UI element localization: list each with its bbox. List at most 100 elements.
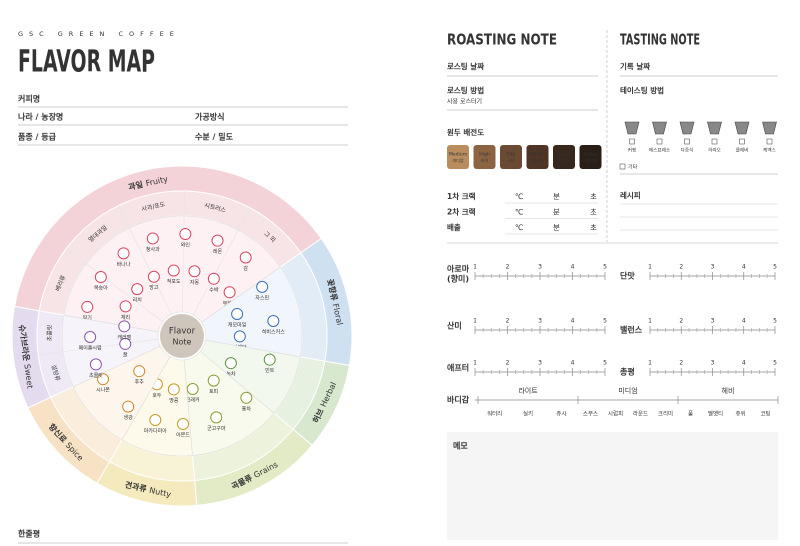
body-level: 라이트 (518, 386, 538, 395)
method-checkbox (684, 138, 690, 145)
flavor-icon (167, 383, 180, 396)
scale-tick-label: 4 (571, 360, 575, 367)
flavor-label: 바나나 (117, 261, 131, 268)
field-note: 사용 로스터기 (447, 98, 482, 106)
scale-tick-label: 5 (603, 318, 607, 325)
flavor-label: 감 (243, 265, 248, 272)
flavor-icon (186, 383, 199, 396)
unit: ℃ (515, 192, 523, 201)
field-label: 배출 (447, 222, 461, 232)
memo-box (447, 432, 778, 540)
body-label: 바디감 (447, 395, 470, 405)
brand: GSC GREEN COFFEE (18, 30, 180, 38)
scale-tick-label: 2 (679, 318, 683, 325)
body-descriptor: 쥬위 (735, 410, 745, 418)
flavor-label: 후추 (135, 380, 145, 386)
flavor-icon (188, 265, 201, 278)
roast-ko: 프렌치 (558, 157, 569, 163)
flavor-label: 레몬 (213, 248, 223, 255)
body-descriptor: 워터리 (487, 410, 502, 418)
unit: ℃ (515, 208, 523, 217)
other-checkbox (619, 163, 626, 170)
scale-tick-label: 3 (538, 264, 542, 271)
roast-ko: 이탈리안 (583, 157, 598, 163)
page-title: FLAVOR MAP (18, 45, 155, 80)
roast-name: Italian (583, 152, 597, 158)
level-bg (510, 386, 546, 396)
center-label: Flavor (169, 327, 196, 337)
body-level: 헤비 (722, 386, 735, 395)
unit: 분 (553, 208, 560, 217)
flavor-label: 청사과 (146, 246, 160, 253)
flavor-label: 리치 (133, 297, 142, 304)
flavor-label: 생강 (124, 414, 134, 421)
body-descriptor: 코팅 (760, 411, 770, 418)
unit: 초 (590, 208, 597, 217)
body-descriptor: 쥬시 (556, 411, 566, 418)
body-descriptor: 스무스 (583, 411, 598, 418)
scale-tick-label: 3 (538, 360, 542, 367)
scale-tick-label: 2 (506, 264, 510, 271)
flavor-icon (147, 270, 160, 283)
field-label: 품종 / 등급 (18, 133, 57, 142)
scale-tick-label: 5 (603, 264, 607, 271)
field-label: 로스팅 방법 (447, 85, 484, 95)
flavor-icon (146, 232, 159, 245)
flavor-label: 초콜릿 (89, 372, 103, 379)
wheel-center (160, 314, 204, 358)
flavor-label: 와인 (181, 242, 191, 249)
method-label: 커핑 (628, 147, 636, 154)
flavor-label: 민트 (265, 367, 275, 374)
method-icon (624, 121, 640, 135)
category-area (201, 266, 303, 358)
score-label: 단맛 (620, 271, 635, 281)
rule (38, 338, 159, 356)
flavor-label: 녹차 (226, 371, 236, 378)
roast-swatch (500, 145, 522, 169)
scale-tick-label: 1 (473, 360, 477, 367)
roast-swatch (526, 145, 549, 169)
method-label: 하리오 (708, 147, 721, 154)
section-title: TASTING NOTE (620, 31, 700, 49)
score-label: (향미) (447, 274, 469, 284)
method-label: 다중식 (681, 147, 694, 154)
flavor-label: 메이플시럽 (79, 345, 102, 352)
flavor-icon (211, 234, 224, 247)
scale-tick-label: 4 (742, 360, 746, 367)
field-label: 기록 날짜 (620, 61, 650, 71)
level-bg (610, 386, 646, 396)
flavor-icon (149, 414, 162, 427)
score-label: 아로마 (447, 264, 470, 274)
field-label: 1차 크랙 (447, 191, 476, 201)
field-label: 테이스팅 방법 (620, 85, 664, 95)
rule (192, 207, 251, 315)
other-label: 기타 (628, 164, 638, 171)
scale-tick-label: 2 (679, 360, 683, 367)
body-descriptor: 크리미 (658, 410, 673, 418)
scale-tick-label: 4 (571, 264, 575, 271)
level-bg (710, 386, 746, 396)
flavor-icon (167, 264, 180, 277)
roast-ko: 풀시티 (532, 157, 543, 163)
flavor-label: 체리 (121, 314, 130, 321)
flavor-icon (177, 417, 190, 430)
body-descriptor: 풀 (688, 411, 693, 418)
roast-ko: 하이 (481, 157, 489, 163)
scale-tick-label: 5 (773, 318, 777, 325)
scale-tick-label: 2 (679, 264, 683, 271)
unit: 분 (553, 223, 560, 232)
flavor-icon (263, 353, 276, 366)
flavor-label: 홍차 (242, 405, 252, 412)
scale-tick-label: 2 (506, 360, 510, 367)
roast-swatch (473, 145, 496, 169)
scale-tick-label: 3 (711, 264, 715, 271)
unit: ℃ (515, 223, 523, 232)
flavor-label: 복숭아 (94, 285, 108, 292)
field-label: 원두 배전도 (447, 127, 484, 137)
flavor-icon (233, 330, 246, 343)
scale-tick-label: 5 (773, 360, 777, 367)
scale-tick-label: 1 (473, 318, 477, 325)
scale-tick-label: 1 (473, 264, 477, 271)
method-icon (707, 121, 722, 135)
category-name: 슈가브라운 (18, 324, 33, 362)
